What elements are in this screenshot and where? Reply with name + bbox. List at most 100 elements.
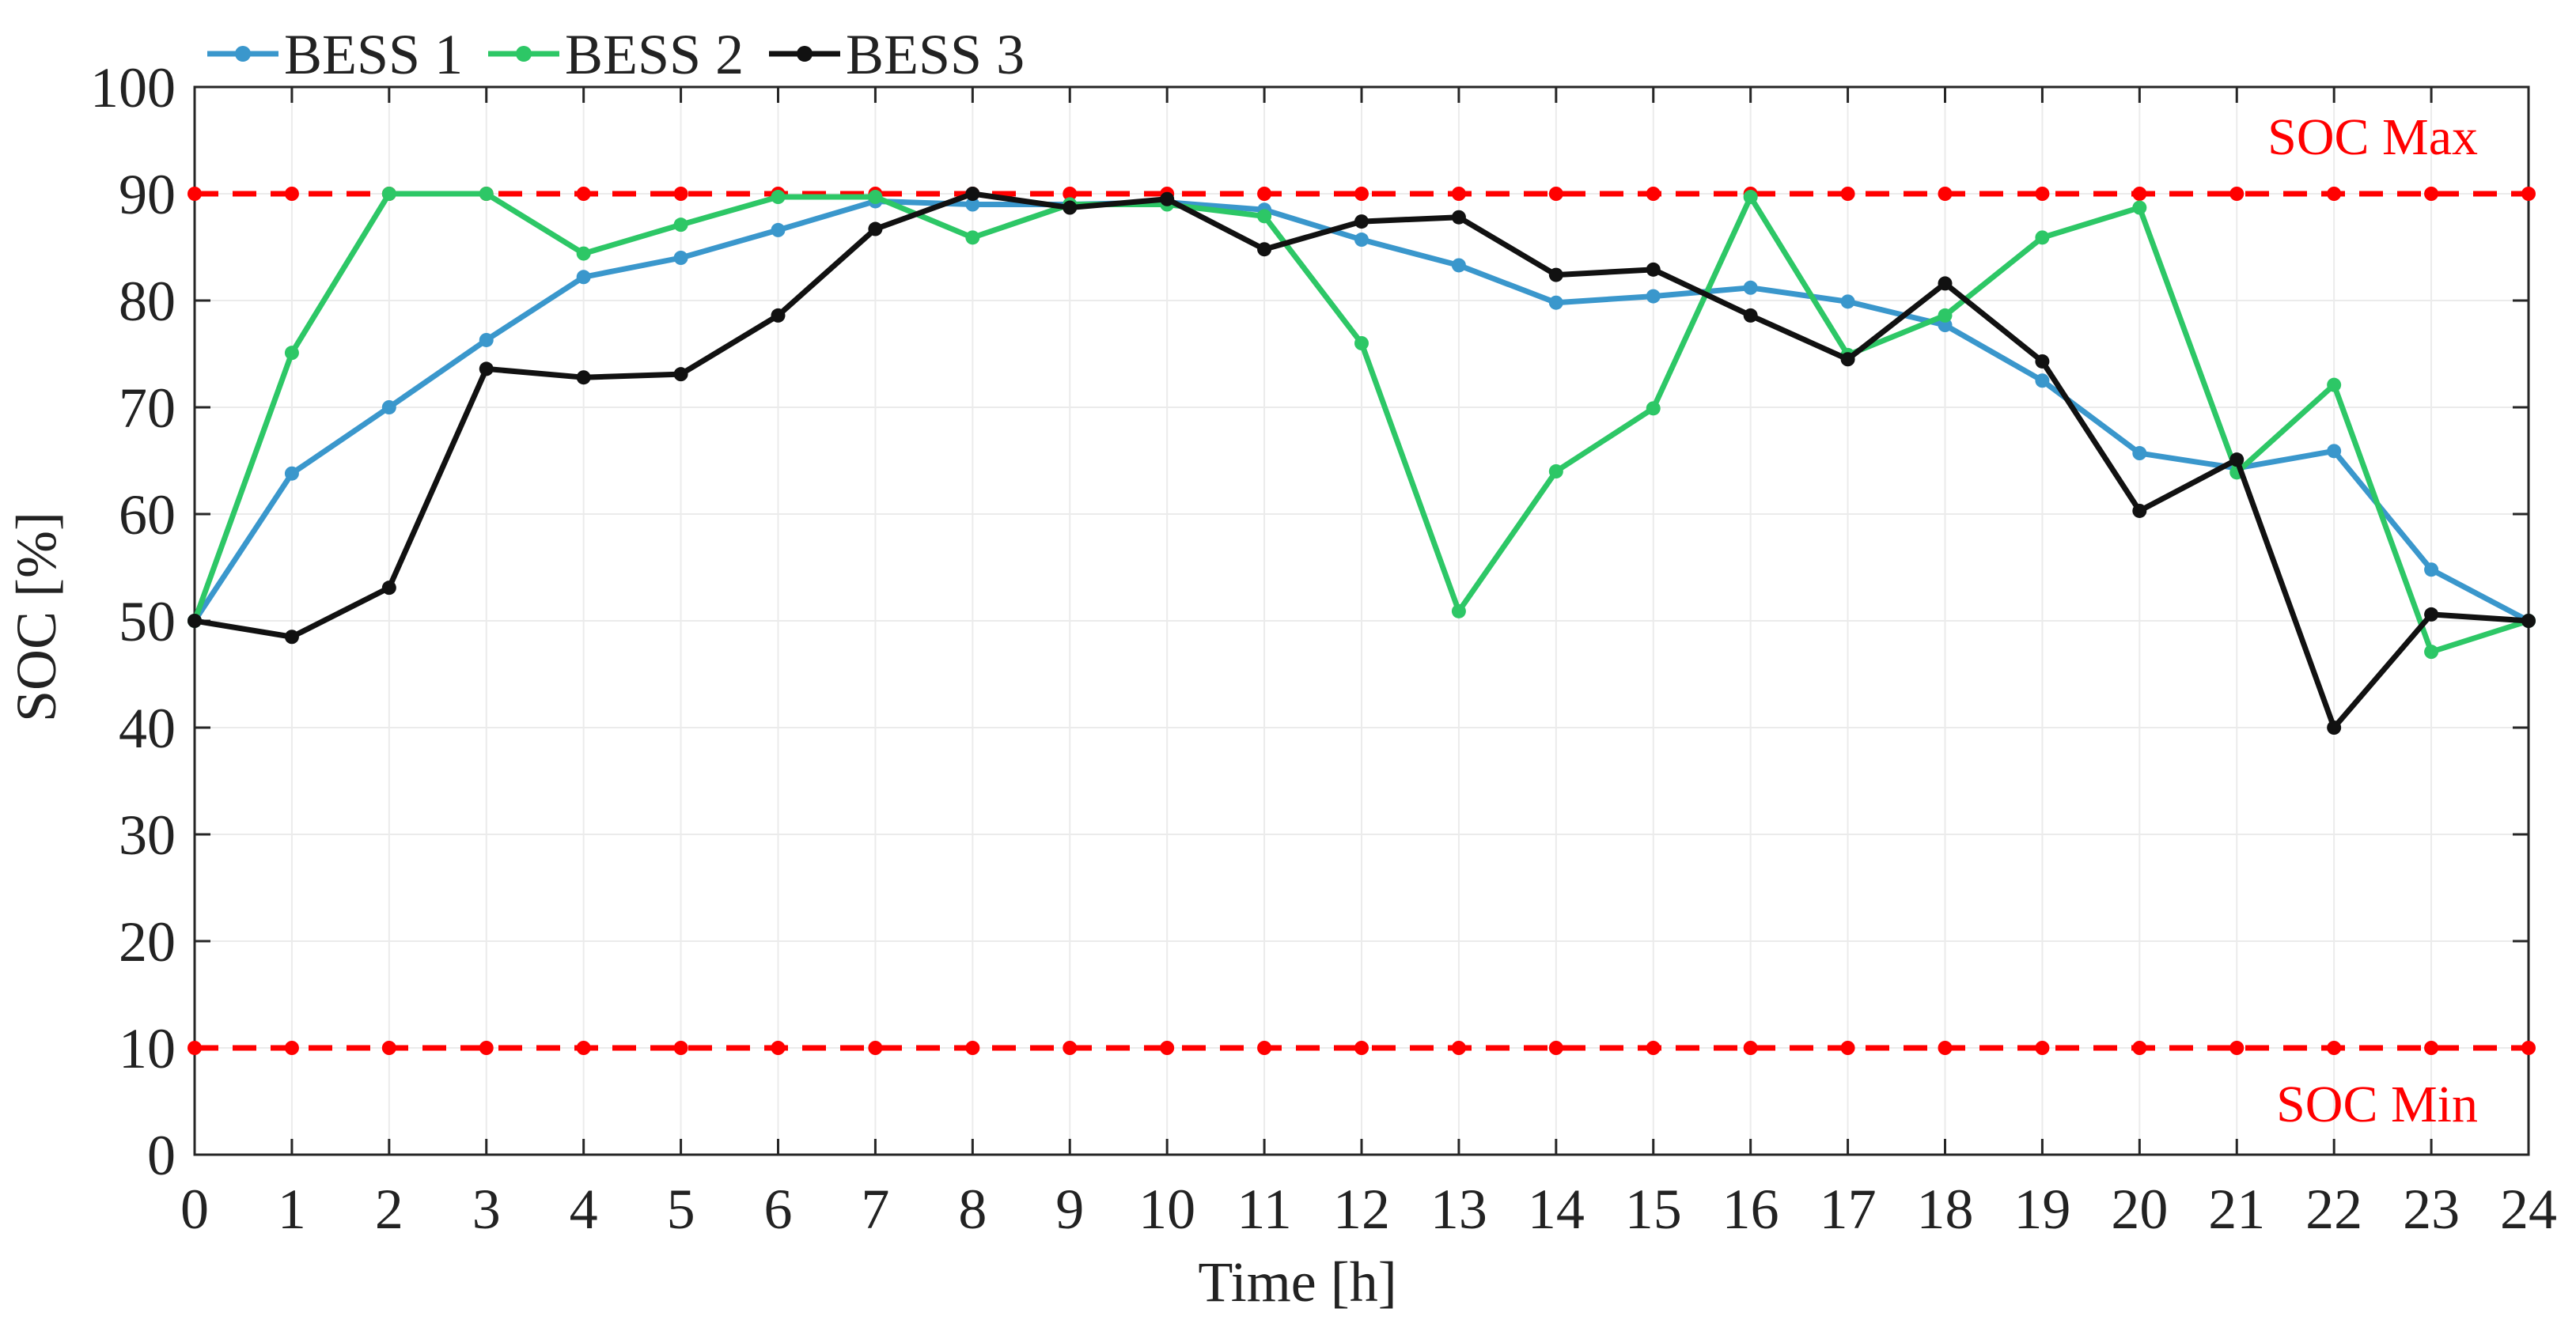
x-tick-label: 3 xyxy=(472,1178,501,1241)
reference-point xyxy=(2327,1041,2342,1055)
x-tick-label: 22 xyxy=(2305,1178,2362,1241)
data-point xyxy=(2132,200,2147,215)
data-point xyxy=(673,251,688,265)
x-tick-label: 15 xyxy=(1625,1178,1682,1241)
data-point xyxy=(673,367,688,382)
legend-entry-label: BESS 1 xyxy=(284,23,463,86)
data-point xyxy=(2327,377,2342,392)
data-point xyxy=(771,222,786,237)
y-tick-label: 30 xyxy=(119,804,176,867)
data-point xyxy=(576,370,591,385)
reference-point xyxy=(1354,1041,1369,1055)
data-point xyxy=(2424,562,2439,577)
data-point xyxy=(1646,401,1661,416)
reference-point xyxy=(1451,1041,1466,1055)
x-tick-label: 8 xyxy=(958,1178,987,1241)
reference-point xyxy=(284,187,299,201)
legend-entry-label: BESS 3 xyxy=(846,23,1025,86)
legend-entry-label: BESS 2 xyxy=(565,23,744,86)
legend: BESS 1 BESS 2 BESS 3 xyxy=(207,23,1025,86)
data-point xyxy=(965,197,980,212)
reference-point xyxy=(1840,1041,1855,1055)
data-point xyxy=(1743,308,1758,323)
data-point xyxy=(2132,446,2147,461)
data-point xyxy=(1451,258,1466,273)
reference-point xyxy=(1646,1041,1661,1055)
reference-point xyxy=(381,1041,396,1055)
reference-point xyxy=(1646,187,1661,201)
reference-point xyxy=(1548,1041,1563,1055)
data-point xyxy=(479,187,494,201)
data-point xyxy=(284,346,299,361)
x-tick-label: 16 xyxy=(1722,1178,1779,1241)
data-point xyxy=(1646,289,1661,304)
data-point xyxy=(1938,308,1953,323)
x-tick-label: 21 xyxy=(2208,1178,2265,1241)
data-point xyxy=(1743,280,1758,295)
reference-point xyxy=(2229,187,2245,201)
y-tick-label: 60 xyxy=(119,483,176,546)
reference-point xyxy=(1063,1041,1078,1055)
data-point xyxy=(284,630,299,645)
reference-point xyxy=(2229,1041,2245,1055)
data-point xyxy=(868,190,883,205)
reference-point xyxy=(479,1041,494,1055)
reference-point xyxy=(2327,187,2342,201)
data-point xyxy=(1354,214,1369,229)
reference-point xyxy=(2035,187,2050,201)
reference-point xyxy=(771,1041,786,1055)
reference-point xyxy=(576,1041,591,1055)
reference-point xyxy=(1160,1041,1175,1055)
x-tick-label: 23 xyxy=(2403,1178,2460,1241)
y-tick-label: 80 xyxy=(119,270,176,333)
data-point xyxy=(2327,720,2342,735)
data-point xyxy=(2424,645,2439,660)
data-point xyxy=(188,614,202,628)
y-tick-label: 10 xyxy=(119,1017,176,1080)
y-tick-label: 0 xyxy=(147,1124,176,1187)
reference-point xyxy=(868,1041,883,1055)
data-point xyxy=(1451,603,1466,618)
x-tick-label: 6 xyxy=(764,1178,793,1241)
data-point xyxy=(868,221,883,236)
reference-point xyxy=(2035,1041,2050,1055)
legend-swatch-marker xyxy=(235,46,251,62)
data-point xyxy=(1354,233,1369,248)
y-tick-label: 90 xyxy=(119,163,176,226)
data-point xyxy=(381,400,396,414)
reference-point xyxy=(2132,187,2147,201)
reference-point xyxy=(965,1041,980,1055)
data-point xyxy=(771,190,786,205)
data-point xyxy=(479,332,494,347)
x-tick-label: 1 xyxy=(278,1178,306,1241)
reference-point xyxy=(673,187,688,201)
y-tick-label: 50 xyxy=(119,590,176,653)
reference-point xyxy=(188,187,202,201)
reference-line-label: SOC Min xyxy=(2276,1076,2478,1133)
reference-point xyxy=(1257,187,1272,201)
x-tick-label: 13 xyxy=(1430,1178,1487,1241)
legend-swatch-marker xyxy=(516,46,532,62)
reference-point xyxy=(2521,187,2536,201)
reference-point xyxy=(1063,187,1078,201)
data-series xyxy=(188,187,2536,735)
data-point xyxy=(479,361,494,376)
y-tick-label: 20 xyxy=(119,910,176,974)
data-point xyxy=(1257,242,1272,257)
x-tick-label: 9 xyxy=(1055,1178,1084,1241)
data-point xyxy=(1063,200,1078,215)
x-tick-label: 18 xyxy=(1917,1178,1974,1241)
reference-point xyxy=(673,1041,688,1055)
data-point xyxy=(1451,210,1466,225)
y-tick-label: 40 xyxy=(119,697,176,760)
reference-point xyxy=(284,1041,299,1055)
reference-point xyxy=(576,187,591,201)
data-point xyxy=(771,308,786,323)
reference-point xyxy=(1257,1041,1272,1055)
data-point xyxy=(965,187,980,201)
x-tick-label: 12 xyxy=(1333,1178,1390,1241)
reference-point xyxy=(1354,187,1369,201)
reference-point xyxy=(1743,1041,1758,1055)
data-point xyxy=(381,187,396,201)
